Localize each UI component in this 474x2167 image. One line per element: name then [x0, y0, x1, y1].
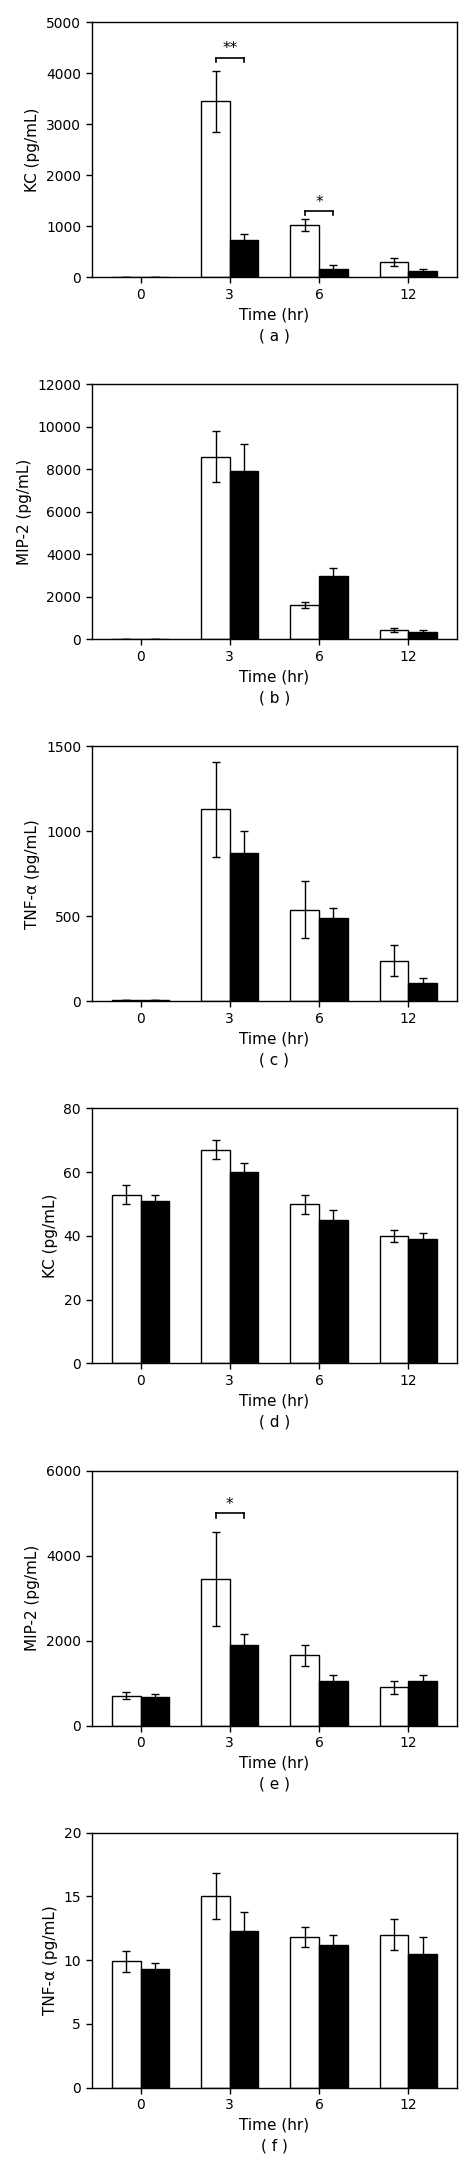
Bar: [230, 241, 258, 277]
Bar: [319, 1682, 347, 1725]
Bar: [201, 1896, 230, 2087]
Bar: [408, 982, 437, 1001]
Bar: [319, 576, 347, 639]
Text: ( c ): ( c ): [259, 1053, 290, 1068]
Y-axis label: MIP-2 (pg/mL): MIP-2 (pg/mL): [26, 1545, 40, 1651]
Bar: [230, 854, 258, 1001]
Bar: [112, 1194, 141, 1363]
X-axis label: Time (hr): Time (hr): [239, 1393, 310, 1409]
Bar: [112, 1697, 141, 1725]
Bar: [201, 808, 230, 1001]
Bar: [141, 1697, 169, 1725]
Bar: [291, 1205, 319, 1363]
X-axis label: Time (hr): Time (hr): [239, 308, 310, 323]
Bar: [319, 1944, 347, 2087]
Y-axis label: KC (pg/mL): KC (pg/mL): [43, 1194, 58, 1279]
Text: ( e ): ( e ): [259, 1777, 290, 1792]
Bar: [141, 1201, 169, 1363]
X-axis label: Time (hr): Time (hr): [239, 1031, 310, 1047]
Bar: [319, 1220, 347, 1363]
Text: ( b ): ( b ): [259, 691, 290, 704]
Bar: [408, 633, 437, 639]
X-axis label: Time (hr): Time (hr): [239, 2117, 310, 2132]
Y-axis label: TNF-α (pg/mL): TNF-α (pg/mL): [26, 819, 40, 930]
Bar: [319, 919, 347, 1001]
Bar: [408, 1240, 437, 1363]
Bar: [201, 1580, 230, 1725]
Bar: [230, 1645, 258, 1725]
Bar: [408, 271, 437, 277]
Bar: [380, 631, 408, 639]
Y-axis label: MIP-2 (pg/mL): MIP-2 (pg/mL): [17, 459, 32, 566]
Bar: [141, 1970, 169, 2087]
Text: ( d ): ( d ): [259, 1415, 290, 1430]
Bar: [291, 910, 319, 1001]
Bar: [380, 960, 408, 1001]
Text: *: *: [226, 1497, 234, 1513]
Bar: [291, 1656, 319, 1725]
Bar: [201, 457, 230, 639]
Bar: [230, 1172, 258, 1363]
Text: ( a ): ( a ): [259, 327, 290, 342]
Bar: [380, 1935, 408, 2087]
Text: ( f ): ( f ): [261, 2139, 288, 2154]
Bar: [408, 1955, 437, 2087]
Y-axis label: TNF-α (pg/mL): TNF-α (pg/mL): [43, 1905, 58, 2015]
X-axis label: Time (hr): Time (hr): [239, 670, 310, 685]
Bar: [380, 262, 408, 277]
Bar: [291, 225, 319, 277]
Bar: [291, 1937, 319, 2087]
X-axis label: Time (hr): Time (hr): [239, 1755, 310, 1770]
Bar: [230, 472, 258, 639]
Bar: [319, 269, 347, 277]
Bar: [201, 1151, 230, 1363]
Bar: [380, 1235, 408, 1363]
Y-axis label: KC (pg/mL): KC (pg/mL): [26, 108, 40, 193]
Text: **: **: [222, 41, 237, 56]
Bar: [112, 1961, 141, 2087]
Bar: [291, 605, 319, 639]
Bar: [230, 1931, 258, 2087]
Bar: [408, 1682, 437, 1725]
Bar: [201, 102, 230, 277]
Text: *: *: [315, 195, 323, 210]
Bar: [380, 1688, 408, 1725]
